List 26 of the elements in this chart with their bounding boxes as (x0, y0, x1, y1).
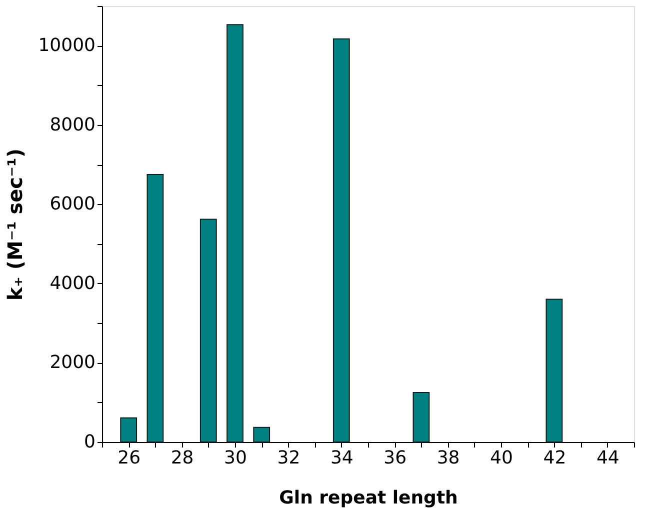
x-tick-label: 28 (170, 448, 194, 468)
bar (546, 298, 563, 442)
bar (146, 174, 164, 442)
x-tick-label: 26 (118, 448, 141, 468)
bar (120, 417, 138, 442)
y-tick-label: 10000 (38, 35, 96, 56)
y-tick-label: 2000 (50, 352, 96, 374)
x-axis-title: Gln repeat length (279, 488, 458, 508)
y-axis-title: k₊ (M⁻¹ sec⁻¹) (3, 148, 28, 300)
y-tick-label: 6000 (50, 194, 96, 215)
bar (253, 426, 270, 442)
bar (412, 392, 430, 442)
x-tick-label: 32 (277, 448, 300, 468)
x-tick-label: 42 (543, 448, 566, 468)
bar (226, 24, 244, 442)
y-tick-label: 8000 (50, 114, 96, 136)
x-tick-label: 34 (330, 448, 354, 468)
x-tick-label: 40 (490, 448, 513, 468)
x-tick-label: 36 (384, 448, 407, 468)
x-tick-label: 30 (224, 448, 247, 468)
x-tick-label: 38 (436, 448, 460, 468)
bar (332, 38, 350, 442)
y-tick-label: 4000 (50, 272, 96, 294)
bar (200, 218, 217, 442)
x-tick-label: 44 (596, 448, 620, 468)
y-tick-label: 0 (84, 432, 96, 452)
